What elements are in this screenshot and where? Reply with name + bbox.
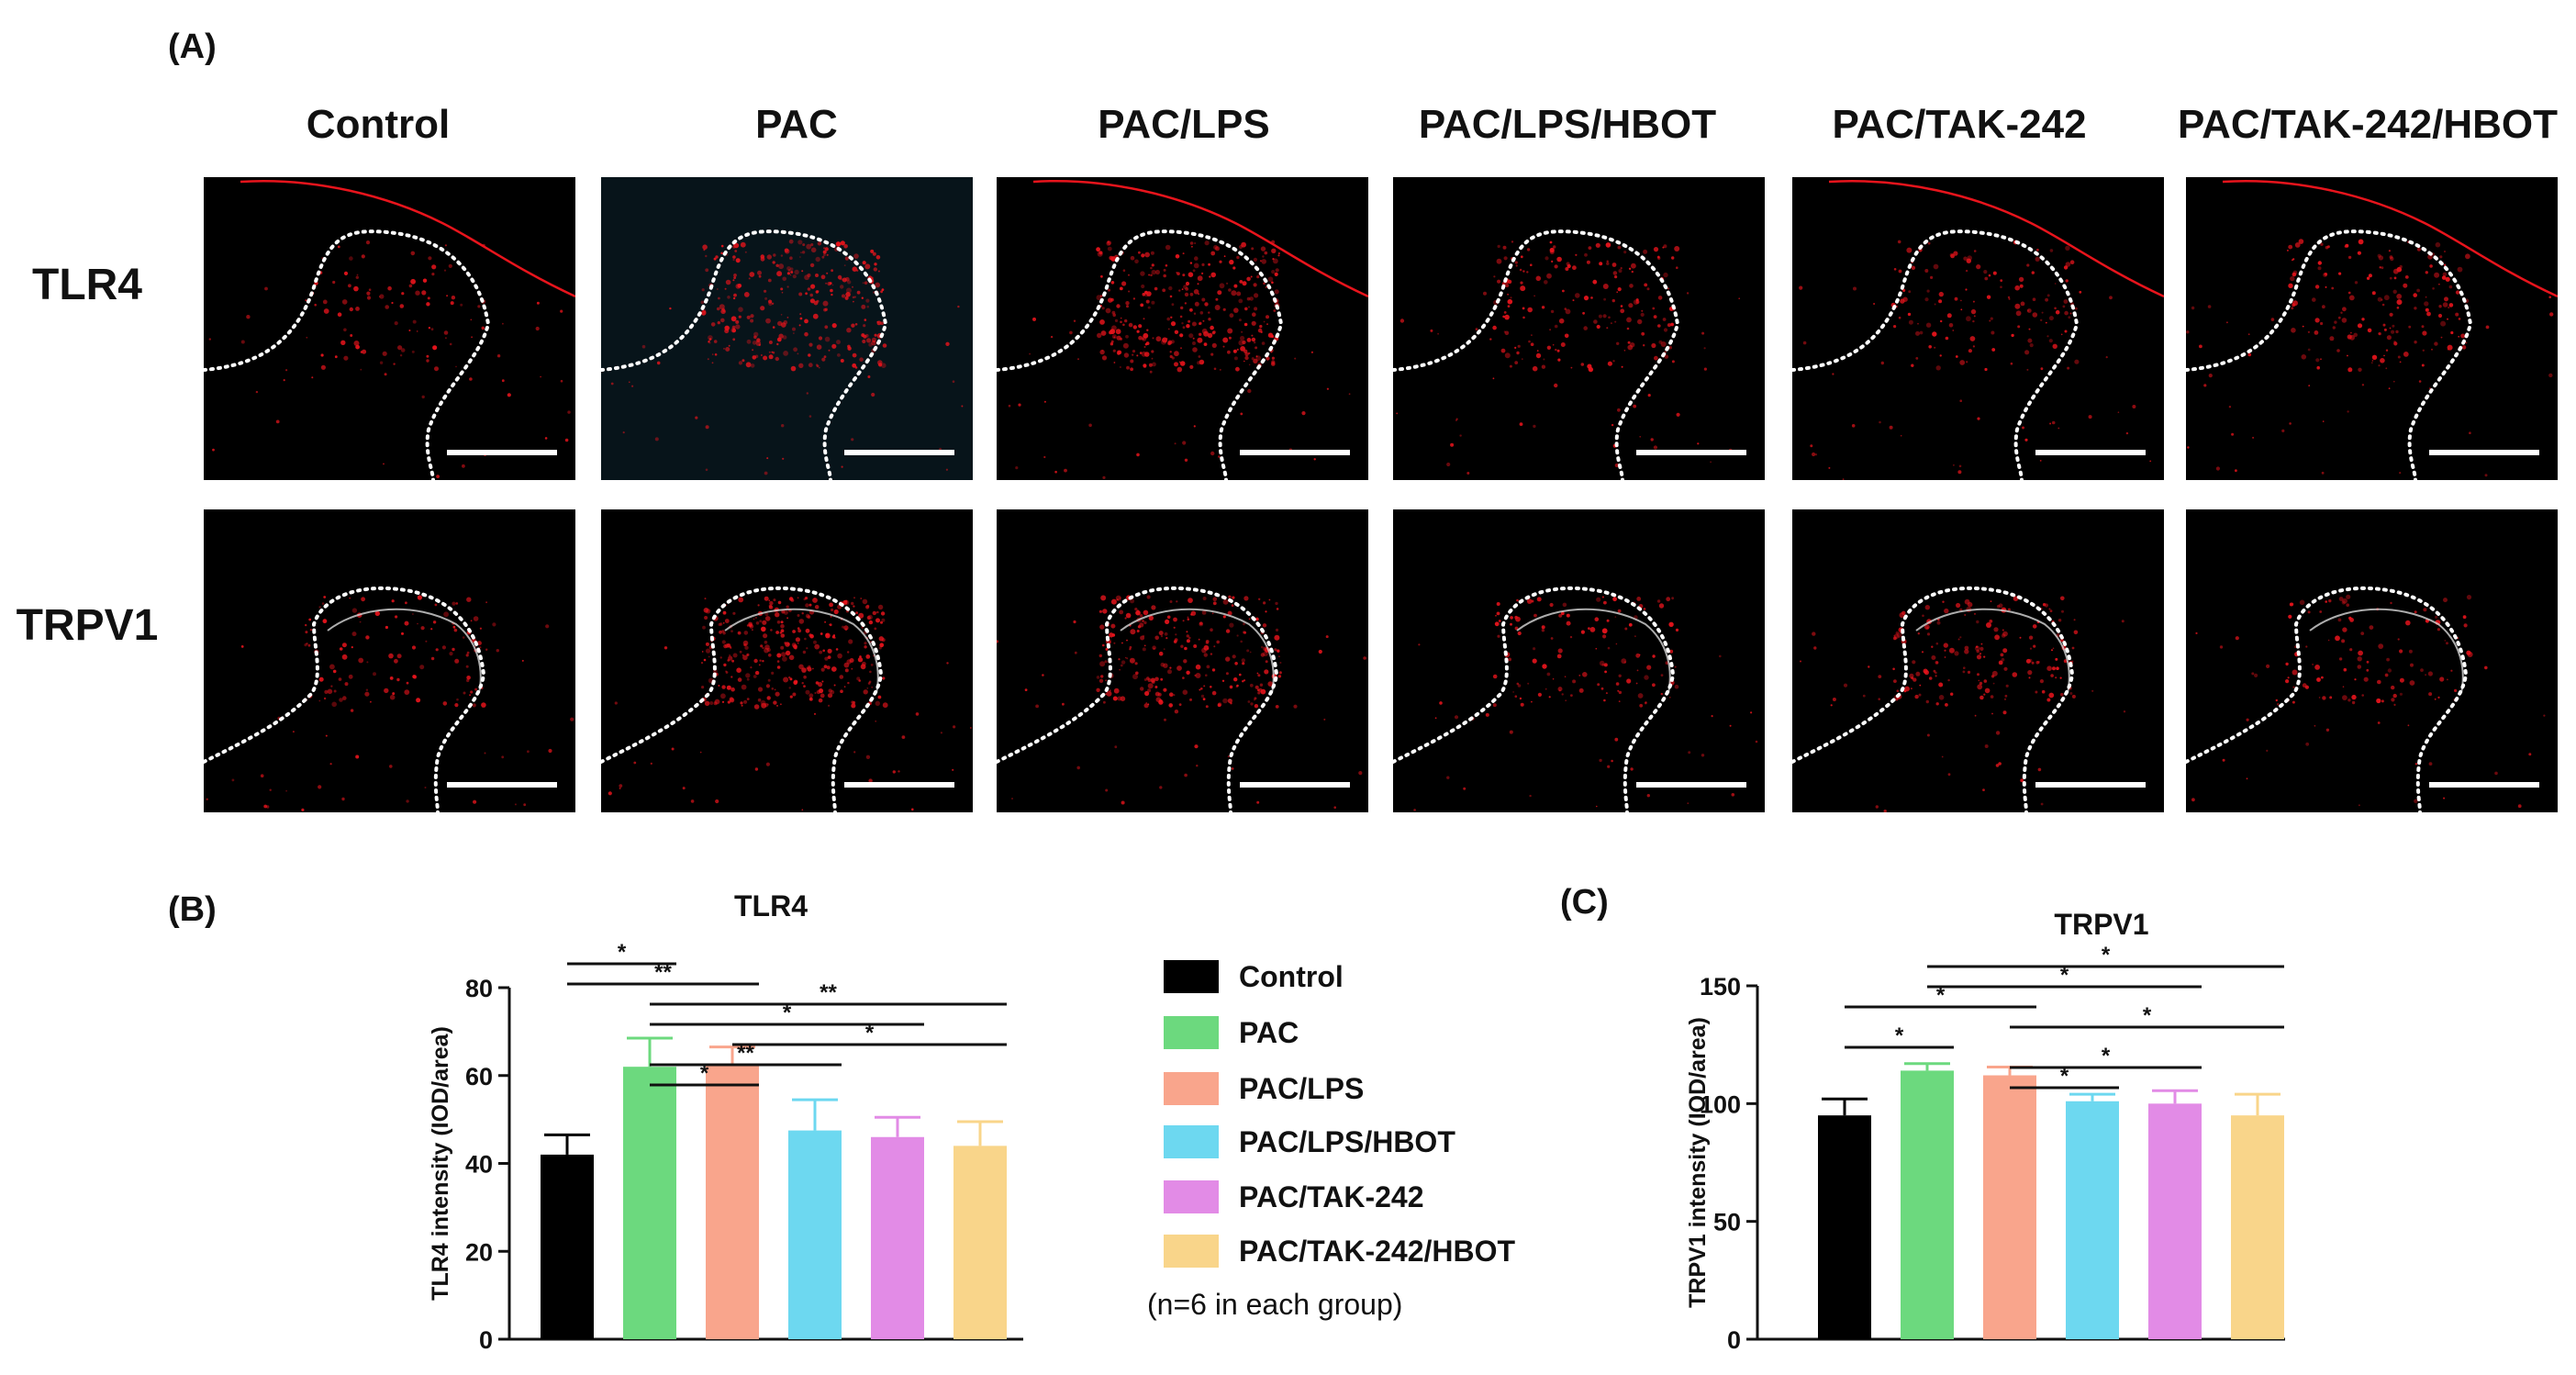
y-axis-title: TLR4 intensity (IOD/area) — [428, 1026, 453, 1301]
column-label: Control — [307, 102, 450, 147]
significance-label: * — [618, 940, 627, 965]
column-label: PAC/TAK-242 — [1832, 102, 2086, 147]
micrograph-trpv1 — [1393, 509, 1765, 812]
panel-a-label: (A) — [168, 28, 217, 66]
y-tick-label: 80 — [465, 975, 493, 1002]
micrograph-grid — [204, 177, 2558, 812]
significance-label: * — [1895, 1023, 1904, 1048]
micrograph-trpv1 — [601, 509, 973, 812]
scale-bar — [2429, 782, 2539, 788]
y-tick-label: 0 — [479, 1326, 493, 1354]
column-label: PAC/TAK-242/HBOT — [2178, 102, 2558, 147]
legend-swatch — [1164, 1180, 1219, 1213]
legend-swatch — [1164, 960, 1219, 993]
scale-bar — [1240, 450, 1350, 455]
trpv1-bar-chart: 0 50 100 150 TRPV1 intensity (IOD/area) * * * * *… — [1685, 943, 2285, 1354]
y-axis-title: TRPV1 intensity (IOD/area) — [1685, 1017, 1711, 1308]
legend-item-label: Control — [1239, 960, 1344, 993]
micrograph-tlr4 — [997, 177, 1368, 480]
legend-swatch — [1164, 1016, 1219, 1049]
bar — [953, 1146, 1007, 1339]
scale-bar — [1636, 782, 1746, 788]
significance-label: * — [2102, 1044, 2111, 1068]
bar — [1983, 1075, 2036, 1339]
micrograph-trpv1 — [1792, 509, 2164, 812]
micrograph-tlr4 — [601, 177, 973, 480]
y-tick-label: 0 — [1727, 1326, 1741, 1354]
legend-swatch — [1164, 1235, 1219, 1268]
legend-swatch — [1164, 1072, 1219, 1105]
y-tick-label: 40 — [465, 1151, 493, 1179]
micrograph-trpv1 — [2186, 509, 2558, 812]
significance-label: * — [865, 1021, 875, 1045]
bar — [788, 1130, 842, 1339]
legend-item-label: PAC — [1239, 1016, 1299, 1049]
y-tick-label: 20 — [465, 1238, 493, 1266]
bar — [706, 1064, 759, 1339]
significance-label: * — [1936, 983, 1946, 1008]
row-labels: TLR4 TRPV1 — [17, 261, 159, 650]
y-tick-label: 100 — [1700, 1090, 1741, 1118]
row-label: TRPV1 — [17, 601, 159, 650]
scale-bar — [2035, 782, 2146, 788]
scale-bar — [2035, 450, 2146, 455]
significance-label: * — [2143, 1003, 2152, 1028]
y-tick-label: 150 — [1700, 973, 1741, 1001]
column-labels: Control PAC PAC/LPS PAC/LPS/HBOT PAC/TAK-242… — [307, 102, 2558, 147]
significance-label: * — [2102, 943, 2111, 967]
significance-label: * — [700, 1061, 709, 1086]
bar — [871, 1136, 924, 1339]
trpv1-chart-title: TRPV1 — [2054, 908, 2148, 941]
scale-bar — [844, 782, 954, 788]
scale-bar — [447, 782, 557, 788]
significance-label: * — [2060, 1064, 2069, 1089]
legend-note: (n=6 in each group) — [1147, 1288, 1402, 1321]
legend-item-label: PAC/TAK-242 — [1239, 1180, 1424, 1213]
scale-bar — [447, 450, 557, 455]
panel-c-label: (C) — [1560, 883, 1609, 922]
row-label: TLR4 — [32, 261, 142, 309]
legend-swatch — [1164, 1125, 1219, 1158]
micrograph-tlr4 — [1792, 177, 2164, 480]
scale-bar — [1240, 782, 1350, 788]
bar — [541, 1154, 594, 1339]
column-label: PAC/LPS — [1098, 102, 1269, 147]
legend: Control PAC PAC/LPS PAC/LPS/HBOT PAC/TAK-242… — [1164, 960, 1516, 1268]
legend-item-label: PAC/LPS — [1239, 1072, 1364, 1105]
tlr4-chart-title: TLR4 — [734, 889, 808, 922]
scale-bar — [844, 450, 954, 455]
legend-item-label: PAC/TAK-242/HBOT — [1239, 1235, 1516, 1268]
significance-label: * — [2060, 963, 2069, 988]
significance-label: * — [783, 1001, 792, 1025]
bar — [623, 1067, 676, 1339]
significance-label: ** — [654, 960, 672, 985]
y-tick-label: 60 — [465, 1063, 493, 1090]
legend-item-label: PAC/LPS/HBOT — [1239, 1125, 1455, 1158]
bar — [1818, 1115, 1871, 1339]
micrograph-tlr4 — [2186, 177, 2558, 480]
micrograph-trpv1 — [997, 509, 1368, 812]
y-tick-label: 50 — [1713, 1209, 1741, 1236]
bar — [2231, 1115, 2284, 1339]
panel-b-label: (B) — [168, 890, 217, 929]
significance-label: ** — [737, 1041, 754, 1066]
bar — [2066, 1101, 2119, 1339]
significance-label: ** — [820, 980, 837, 1005]
bar — [1901, 1070, 1954, 1339]
column-label: PAC/LPS/HBOT — [1419, 102, 1716, 147]
bar — [2148, 1103, 2202, 1339]
scale-bar — [2429, 450, 2539, 455]
micrograph-tlr4 — [204, 177, 575, 480]
micrograph-trpv1 — [204, 509, 575, 812]
column-label: PAC — [755, 102, 838, 147]
micrograph-tlr4 — [1393, 177, 1765, 480]
scale-bar — [1636, 450, 1746, 455]
